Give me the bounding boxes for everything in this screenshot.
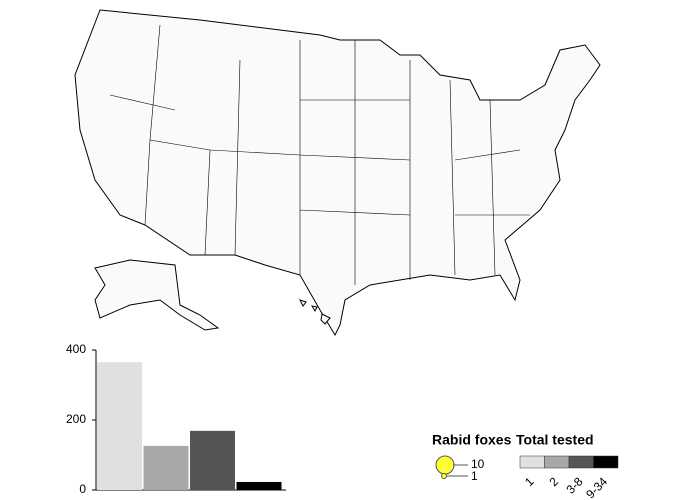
legend-swatch — [568, 455, 594, 469]
bar — [236, 481, 282, 490]
legend-size-title: Rabid foxes — [432, 432, 512, 448]
legend-class-label: 2 — [546, 474, 561, 489]
bar — [97, 362, 142, 490]
y-tick-label: 200 — [66, 412, 86, 426]
legend: Rabid foxes Total tested 10 1 — [432, 432, 594, 483]
legend-size-label: 10 — [471, 457, 485, 471]
bar — [190, 430, 235, 490]
legend-size-circle — [435, 455, 455, 475]
y-tick-label: 0 — [79, 482, 86, 496]
legend-class-label: 3-8 — [563, 474, 585, 496]
legend-size-label: 1 — [471, 469, 478, 483]
legend-class-label: 9-34 — [583, 474, 610, 500]
bar — [143, 445, 189, 490]
state-lines — [109, 24, 530, 285]
legend-swatch — [544, 455, 570, 469]
map — [74, 9, 601, 337]
alaska-outline — [94, 259, 220, 331]
legend-class-label: 1 — [522, 474, 537, 489]
legend-class-title: Total tested — [516, 432, 594, 448]
bar-chart: 0 200 400 — [66, 342, 286, 496]
y-tick-label: 400 — [66, 342, 86, 356]
legend-size-circle — [441, 473, 447, 479]
legend-swatch — [519, 455, 545, 469]
legend-swatch — [593, 455, 619, 469]
hawaii-islands — [299, 299, 331, 325]
